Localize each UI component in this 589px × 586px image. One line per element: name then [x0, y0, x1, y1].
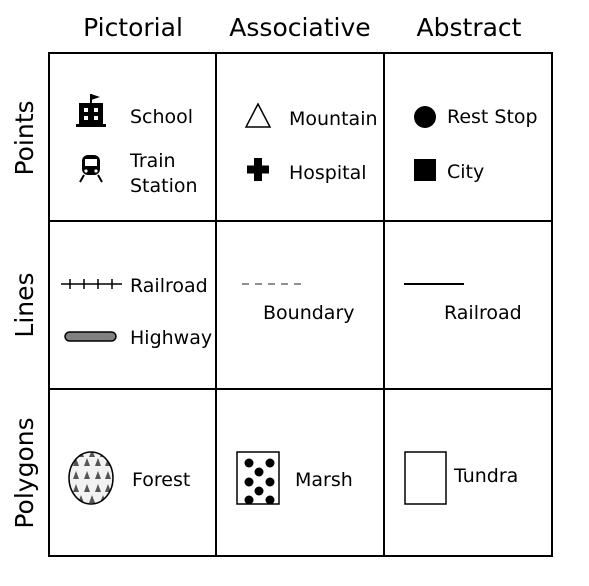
label-rest-stop: Rest Stop	[447, 106, 538, 128]
forest-trees-icon	[68, 451, 114, 505]
rest-stop-dot-icon	[414, 106, 436, 128]
grid	[48, 52, 553, 557]
column-header-pictorial: Pictorial	[83, 13, 183, 42]
mountain-triangle-icon	[244, 102, 272, 128]
label-boundary: Boundary	[263, 302, 355, 324]
marsh-dots-icon	[236, 451, 280, 505]
column-header-abstract: Abstract	[417, 13, 522, 42]
label-city: City	[447, 161, 484, 183]
label-railroad-pictorial: Railroad	[130, 275, 208, 297]
highway-road-icon	[64, 331, 117, 342]
label-train-line2: Station	[130, 175, 198, 197]
label-train-line1: Train	[129, 150, 176, 172]
column-header-associative: Associative	[229, 13, 370, 42]
city-square-icon	[414, 159, 436, 181]
label-railroad-abstract: Railroad	[444, 302, 522, 324]
railroad-tracks-icon	[61, 279, 122, 289]
row-header-lines: Lines	[10, 272, 39, 337]
label-marsh: Marsh	[295, 469, 353, 491]
label-highway: Highway	[130, 327, 212, 349]
hospital-cross-icon	[247, 158, 269, 181]
label-forest: Forest	[132, 469, 190, 491]
label-tundra: Tundra	[453, 465, 518, 487]
label-school: School	[130, 106, 193, 128]
row-header-polygons: Polygons	[10, 417, 39, 528]
label-mountain: Mountain	[289, 108, 378, 130]
row-header-points: Points	[10, 100, 39, 175]
tundra-box-icon	[404, 451, 447, 505]
label-hospital: Hospital	[289, 162, 367, 184]
train-icon	[79, 155, 103, 183]
school-icon	[76, 94, 106, 127]
